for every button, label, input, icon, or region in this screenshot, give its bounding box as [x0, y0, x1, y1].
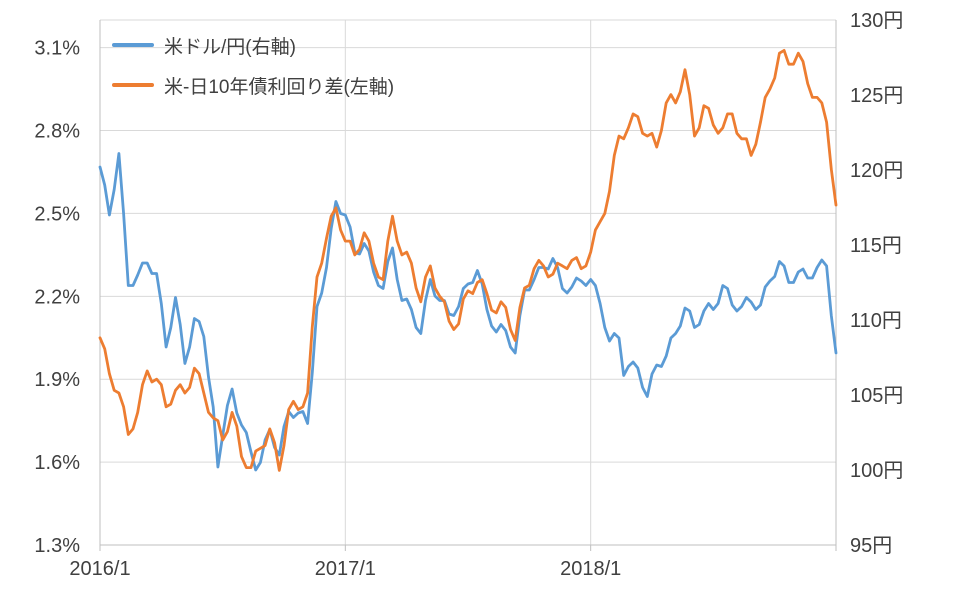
left-axis-tick-label: 3.1% — [34, 38, 80, 60]
right-axis-tick-label: 95円 — [850, 535, 892, 557]
legend-item-yield-spread: 米-日10年債利回り差(左軸) — [112, 73, 395, 98]
left-axis-tick-label: 1.6% — [34, 452, 80, 474]
right-axis-tick-label: 130円 — [850, 10, 903, 32]
left-axis-tick-label: 2.5% — [34, 203, 80, 225]
right-axis-tick-label: 115円 — [850, 235, 902, 257]
left-axis-tick-label: 1.3% — [34, 535, 80, 557]
chart-legend: 米ドル/円(右軸) 米-日10年債利回り差(左軸) — [112, 33, 394, 113]
x-axis-tick-label: 2017/1 — [315, 558, 376, 580]
right-axis-tick-label: 100円 — [850, 460, 903, 482]
left-axis-tick-label: 2.8% — [34, 121, 80, 143]
left-axis-tick-label: 1.9% — [34, 369, 80, 391]
x-axis-tick-label: 2016/1 — [69, 558, 130, 580]
legend-label-usdjpy: 米ドル/円(右軸) — [164, 36, 296, 58]
right-axis-tick-label: 125円 — [850, 85, 903, 107]
right-axis-tick-label: 110円 — [850, 310, 902, 332]
right-axis-tick-label: 105円 — [850, 385, 903, 407]
x-axis-tick-label: 2018/1 — [560, 558, 621, 580]
legend-line-sample-orange — [112, 83, 154, 87]
legend-line-sample-blue — [112, 43, 154, 47]
series-line-usdjpy — [98, 152, 838, 472]
legend-label-yield-spread: 米-日10年債利回り差(左軸) — [164, 76, 395, 98]
left-axis-tick-label: 2.2% — [34, 286, 80, 308]
legend-item-usdjpy: 米ドル/円(右軸) — [112, 33, 394, 58]
series-line-yield-spread — [98, 49, 838, 472]
right-axis-tick-label: 120円 — [850, 160, 903, 182]
